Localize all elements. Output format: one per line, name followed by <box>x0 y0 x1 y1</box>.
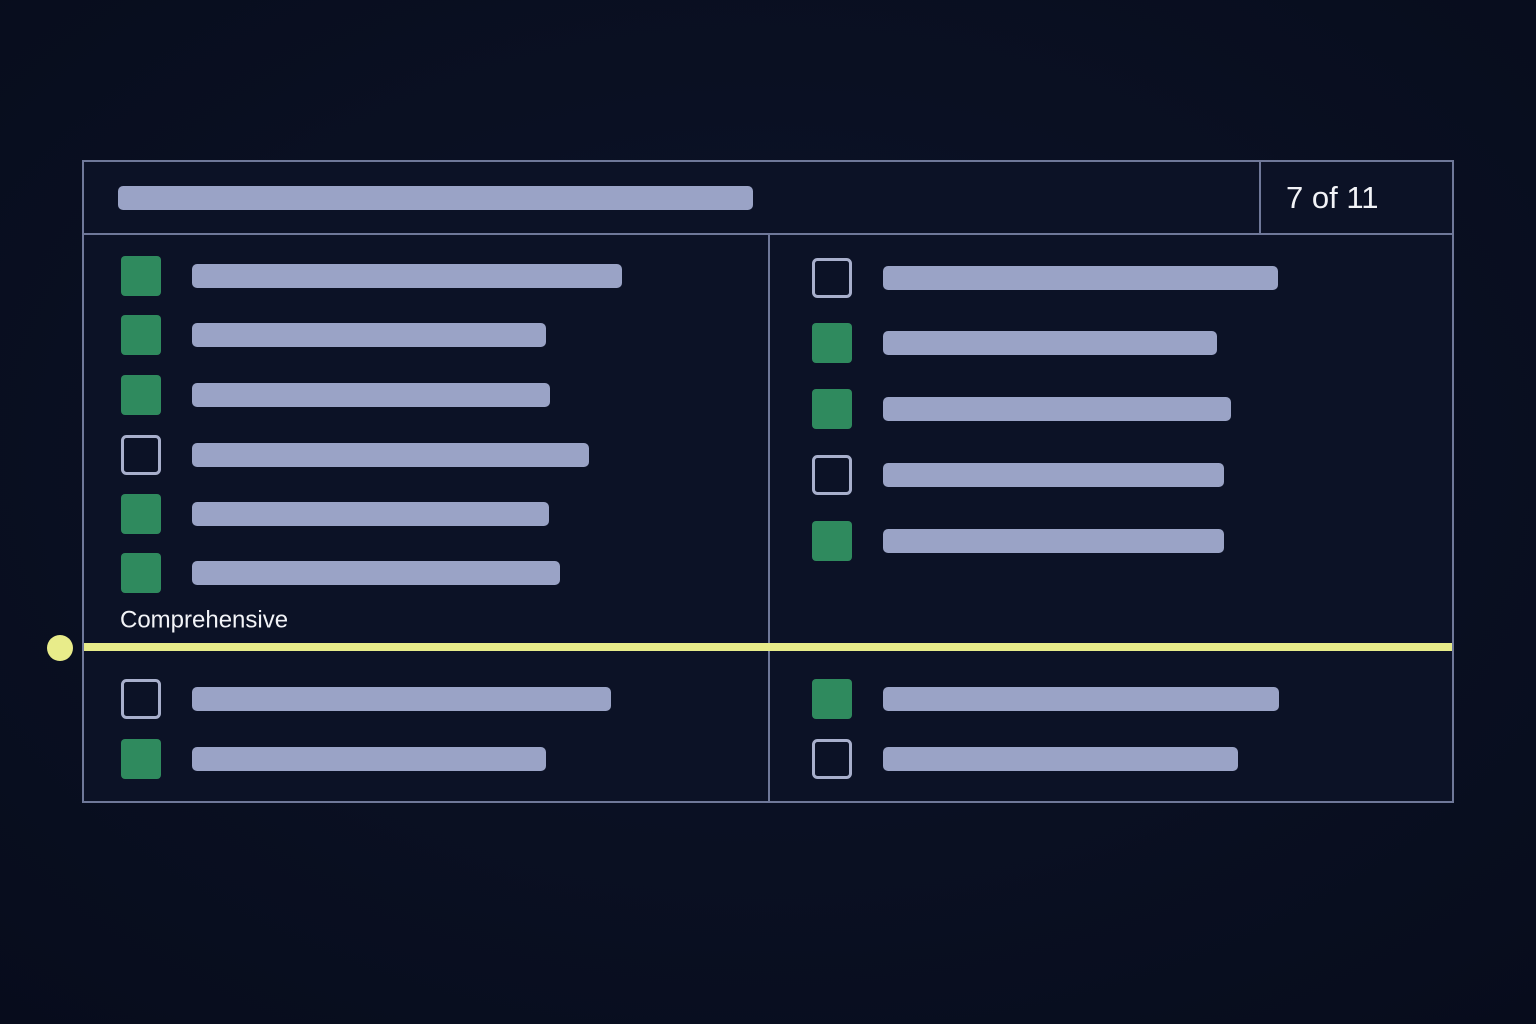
checkbox-checked[interactable] <box>121 553 161 593</box>
item-placeholder <box>192 747 546 771</box>
item-placeholder <box>883 331 1217 355</box>
checkbox-checked[interactable] <box>121 315 161 355</box>
item-placeholder <box>883 747 1238 771</box>
checkbox-unchecked[interactable] <box>121 679 161 719</box>
checkbox-checked[interactable] <box>121 494 161 534</box>
checkbox-checked[interactable] <box>812 521 852 561</box>
checkbox-unchecked[interactable] <box>812 258 852 298</box>
item-placeholder <box>883 463 1224 487</box>
checkbox-unchecked[interactable] <box>812 455 852 495</box>
item-placeholder <box>883 397 1231 421</box>
checkbox-checked[interactable] <box>812 389 852 429</box>
item-placeholder <box>192 687 611 711</box>
item-placeholder <box>192 383 550 407</box>
checkbox-checked[interactable] <box>812 323 852 363</box>
checkbox-checked[interactable] <box>121 256 161 296</box>
item-placeholder <box>192 443 589 467</box>
item-placeholder <box>192 561 560 585</box>
page-counter: 7 of 11 <box>1286 180 1379 215</box>
checkbox-unchecked[interactable] <box>812 739 852 779</box>
checkbox-checked[interactable] <box>121 375 161 415</box>
item-placeholder <box>192 502 549 526</box>
item-placeholder <box>192 264 622 288</box>
checklist <box>121 256 1279 779</box>
marker-dot <box>47 635 73 661</box>
marker-label: Comprehensive <box>120 606 288 633</box>
checkbox-unchecked[interactable] <box>121 435 161 475</box>
item-placeholder <box>192 323 546 347</box>
item-placeholder <box>883 266 1278 290</box>
checkbox-checked[interactable] <box>121 739 161 779</box>
item-placeholder <box>883 529 1224 553</box>
item-placeholder <box>883 687 1279 711</box>
checkbox-checked[interactable] <box>812 679 852 719</box>
header-placeholder <box>118 186 753 210</box>
